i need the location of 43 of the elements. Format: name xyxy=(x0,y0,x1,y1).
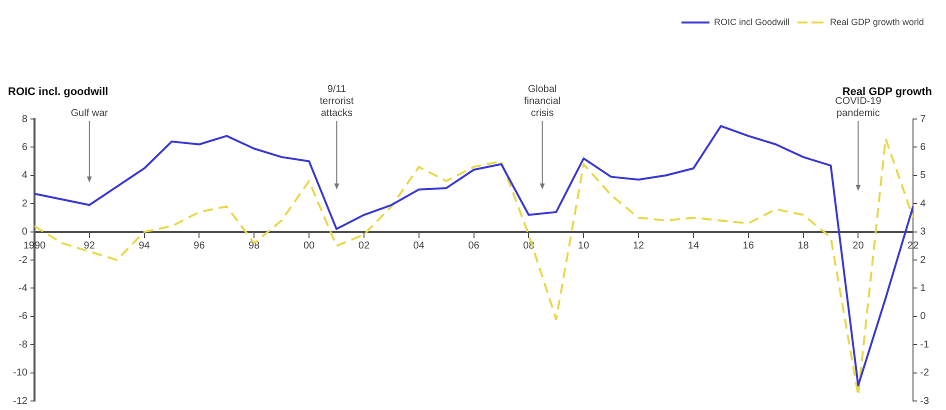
y2-tick-label: -2 xyxy=(920,368,930,379)
y-tick-label: -2 xyxy=(18,254,28,266)
y-tick-label: 0 xyxy=(22,226,28,238)
y2-axis-title: Real GDP growth xyxy=(842,86,932,98)
text: Gulf war xyxy=(70,108,109,119)
x-tick-label: 96 xyxy=(194,240,206,252)
x-tick-label: 02 xyxy=(358,240,370,252)
text: COVID-19 pandemic xyxy=(835,96,882,119)
y-tick-label: -10 xyxy=(13,368,28,379)
y-tick-label: 2 xyxy=(22,198,28,210)
y-tick-label: -12 xyxy=(13,396,28,407)
x-tick-label: 14 xyxy=(688,240,700,252)
x-tick-label: 92 xyxy=(84,240,96,252)
y2-tick-label: -3 xyxy=(920,396,930,407)
y2-tick-label: -1 xyxy=(920,339,930,350)
x-tick-label: 20 xyxy=(852,240,864,252)
y2-tick-label: 5 xyxy=(920,170,926,182)
x-tick-label: 00 xyxy=(303,240,316,252)
y2-tick-label: 6 xyxy=(920,142,926,153)
text: 9/11 terrorist attacks xyxy=(320,84,354,119)
y-tick-label: 4 xyxy=(22,170,28,182)
text: Global financial crisis xyxy=(524,84,561,119)
y2-tick-label: 3 xyxy=(920,226,926,238)
y2-tick-label: 7 xyxy=(920,114,926,125)
x-tick-label: 94 xyxy=(138,240,150,252)
x-tick-label: 16 xyxy=(742,240,754,252)
y-tick-label: 6 xyxy=(22,142,28,153)
y-tick-label: -4 xyxy=(18,282,28,294)
y-tick-label: -8 xyxy=(18,339,28,350)
legend-label: ROIC incl Goodwill xyxy=(714,16,790,27)
x-tick-label: 12 xyxy=(632,240,645,252)
x-tick-label: 06 xyxy=(468,240,480,252)
y2-tick-label: 1 xyxy=(920,282,926,294)
y-axis-title: ROIC incl. goodwill xyxy=(8,86,108,98)
x-tick-label: 18 xyxy=(798,240,810,252)
y-tick-label: -6 xyxy=(18,311,28,322)
y2-tick-label: 2 xyxy=(920,254,926,266)
y-tick-label: 8 xyxy=(22,114,28,125)
y2-tick-label: 4 xyxy=(920,198,926,210)
legend-label: Real GDP growth world xyxy=(830,16,924,27)
x-tick-label: 04 xyxy=(413,240,425,252)
y2-tick-label: 0 xyxy=(920,311,926,322)
x-tick-label: 10 xyxy=(578,240,590,252)
